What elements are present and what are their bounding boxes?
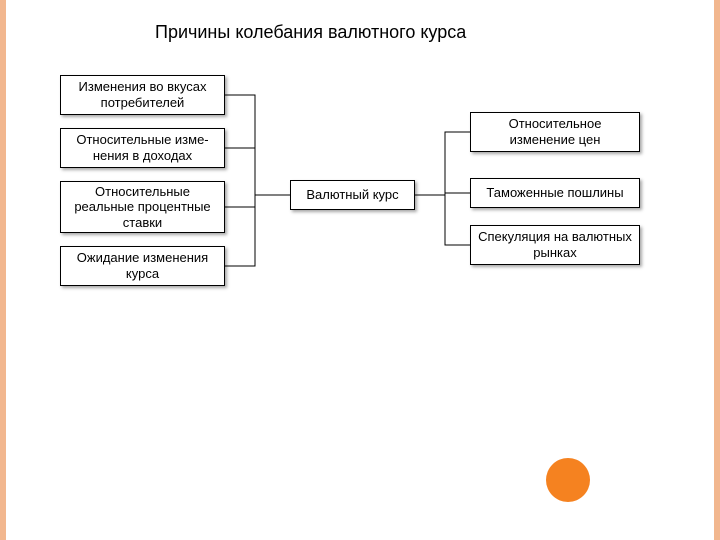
accent-circle-icon — [546, 458, 590, 502]
node-center: Валютный курс — [290, 180, 415, 210]
edge-bar-right — [714, 0, 720, 540]
node-right-1: Относительное изменение цен — [470, 112, 640, 152]
node-left-3: Относительные реальные процентные ставки — [60, 181, 225, 233]
slide: Причины колебания валютного курса Валютн… — [0, 0, 720, 540]
edge-bar-left — [0, 0, 6, 540]
node-right-2: Таможенные пошлины — [470, 178, 640, 208]
node-left-2: Относительные изме- нения в доходах — [60, 128, 225, 168]
page-title: Причины колебания валютного курса — [155, 22, 466, 43]
node-left-1: Изменения во вкусах потребителей — [60, 75, 225, 115]
node-left-4: Ожидание изменения курса — [60, 246, 225, 286]
node-right-3: Спекуляция на валютных рынках — [470, 225, 640, 265]
